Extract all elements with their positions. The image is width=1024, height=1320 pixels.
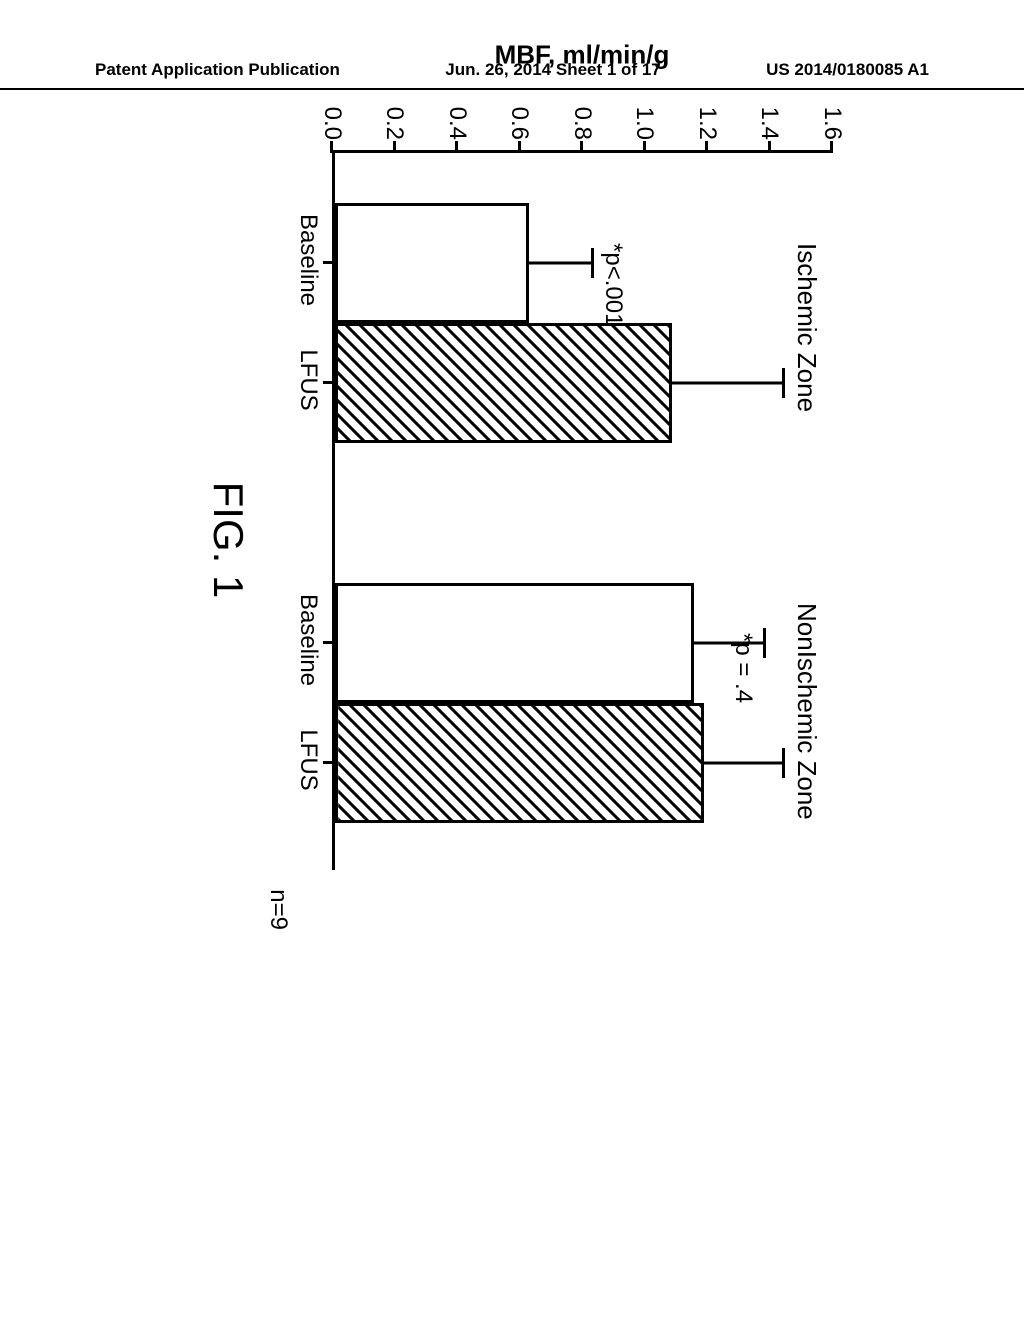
errorbar [704,762,782,765]
bar-lfus-nonischemic [335,703,704,823]
ytick [706,141,709,153]
ytick [643,141,646,153]
ytick [581,141,584,153]
y-axis-label: MBF, ml/min/g [495,40,670,71]
ytick-label: 0.4 [443,80,471,140]
ytick-label: 1.6 [818,80,846,140]
ytick-label: 0.6 [506,80,534,140]
xtick-label: LFUS [294,729,322,790]
ytick [456,141,459,153]
xtick [323,641,335,644]
figure-caption: FIG. 1 [204,482,252,599]
ytick-label: 0.0 [318,80,346,140]
n-label: n=9 [264,889,292,930]
plot-area: Ischemic Zone NonIschemic Zone *p<.001 *… [332,150,832,870]
xtick [323,261,335,264]
ytick-label: 0.8 [568,80,596,140]
figure-rotated: MBF, ml/min/g [152,30,872,1050]
xtick-label: Baseline [294,214,322,306]
hatch-icon [338,326,670,440]
bar-lfus-ischemic [335,323,673,443]
errorbar-cap [763,628,766,658]
hatch-icon [338,706,701,820]
ytick [831,141,834,153]
errorbar-cap [591,248,594,278]
group-title-nonischemic: NonIschemic Zone [791,603,822,820]
bar-baseline-ischemic [335,203,529,323]
ytick-label: 1.2 [693,80,721,140]
errorbar [529,262,592,265]
bar-baseline-nonischemic [335,583,694,703]
group-title-ischemic: Ischemic Zone [791,243,822,412]
xtick-label: LFUS [294,349,322,410]
ytick-label: 1.0 [631,80,659,140]
ytick [518,141,521,153]
page: Patent Application Publication Jun. 26, … [0,0,1024,1320]
ytick-label: 0.2 [381,80,409,140]
errorbar-cap [782,368,785,398]
ytick-label: 1.4 [756,80,784,140]
pvalue-nonischemic: *p = .4 [729,633,757,703]
pvalue-ischemic: *p<.001 [599,243,627,326]
errorbar-cap [782,748,785,778]
xtick-label: Baseline [294,594,322,686]
ytick [768,141,771,153]
ytick [331,141,334,153]
bar-chart: MBF, ml/min/g [332,150,832,870]
ytick [393,141,396,153]
errorbar [673,382,782,385]
